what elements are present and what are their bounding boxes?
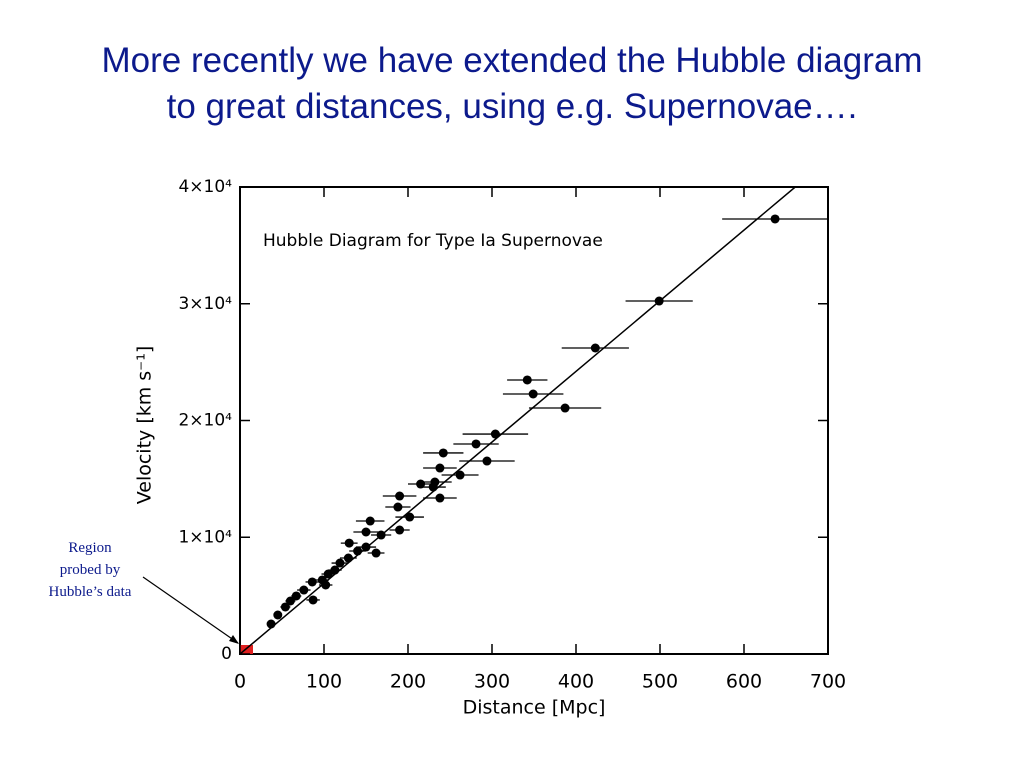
point — [438, 448, 448, 458]
title-line: More recently we have extended the Hubbl… — [101, 41, 923, 80]
point — [266, 619, 276, 629]
point — [335, 558, 345, 568]
point — [590, 343, 600, 353]
arrow-head — [229, 635, 239, 644]
point — [299, 585, 309, 595]
x-tick-label: 700 — [810, 671, 846, 693]
point — [291, 591, 301, 601]
point — [330, 565, 340, 575]
point — [435, 463, 445, 473]
arrow-line — [142, 576, 239, 644]
point — [343, 553, 353, 563]
point — [654, 296, 664, 306]
point — [528, 389, 538, 399]
point — [395, 525, 405, 535]
point — [365, 516, 375, 526]
x-tick-label: 500 — [642, 671, 678, 693]
point — [770, 214, 780, 224]
point — [308, 595, 318, 605]
point — [361, 527, 371, 537]
point — [490, 429, 500, 439]
point — [285, 596, 295, 606]
x-tick-label: 400 — [558, 671, 594, 693]
y-tick-label: 0 — [221, 644, 232, 664]
plot-area — [240, 187, 828, 654]
point — [307, 577, 317, 587]
point — [344, 538, 354, 548]
point — [361, 542, 371, 552]
point — [471, 439, 481, 449]
x-axis-label: Distance [Mpc] — [463, 697, 606, 719]
point — [321, 580, 331, 590]
point — [455, 470, 465, 480]
y-tick-label: 1×10⁴ — [178, 527, 232, 547]
y-tick-label: 4×10⁴ — [178, 177, 232, 197]
y-tick-label: 2×10⁴ — [178, 411, 232, 431]
point — [273, 610, 283, 620]
point — [428, 482, 438, 492]
annotation: Region probed by Hubble’s data — [25, 537, 155, 603]
y-tick-label: 3×10⁴ — [178, 294, 232, 314]
point — [560, 403, 570, 413]
slide-title: More recently we have extended the Hubbl… — [0, 38, 1024, 130]
fit-line — [240, 187, 796, 654]
point — [376, 530, 386, 540]
annotation-line: Region — [68, 540, 112, 556]
point — [280, 602, 290, 612]
annotation-line: Hubble’s data — [48, 584, 132, 600]
chart-title: Hubble Diagram for Type Ia Supernovae — [263, 231, 603, 251]
x-tick-label: 600 — [726, 671, 762, 693]
point — [323, 569, 333, 579]
x-tick-label: 200 — [390, 671, 426, 693]
point — [393, 502, 403, 512]
title-line: to great distances, using e.g. Supernova… — [166, 87, 858, 126]
point — [482, 456, 492, 466]
x-tick-label: 0 — [234, 671, 246, 693]
point — [435, 493, 445, 503]
y-axis-label: Velocity [km s⁻¹] — [134, 346, 156, 505]
x-tick-label: 100 — [306, 671, 342, 693]
point — [405, 512, 415, 522]
point — [416, 479, 426, 489]
point — [371, 548, 381, 558]
x-tick-label: 300 — [474, 671, 510, 693]
point — [522, 375, 532, 385]
point — [395, 491, 405, 501]
point — [353, 546, 363, 556]
annotation-line: probed by — [59, 562, 121, 578]
